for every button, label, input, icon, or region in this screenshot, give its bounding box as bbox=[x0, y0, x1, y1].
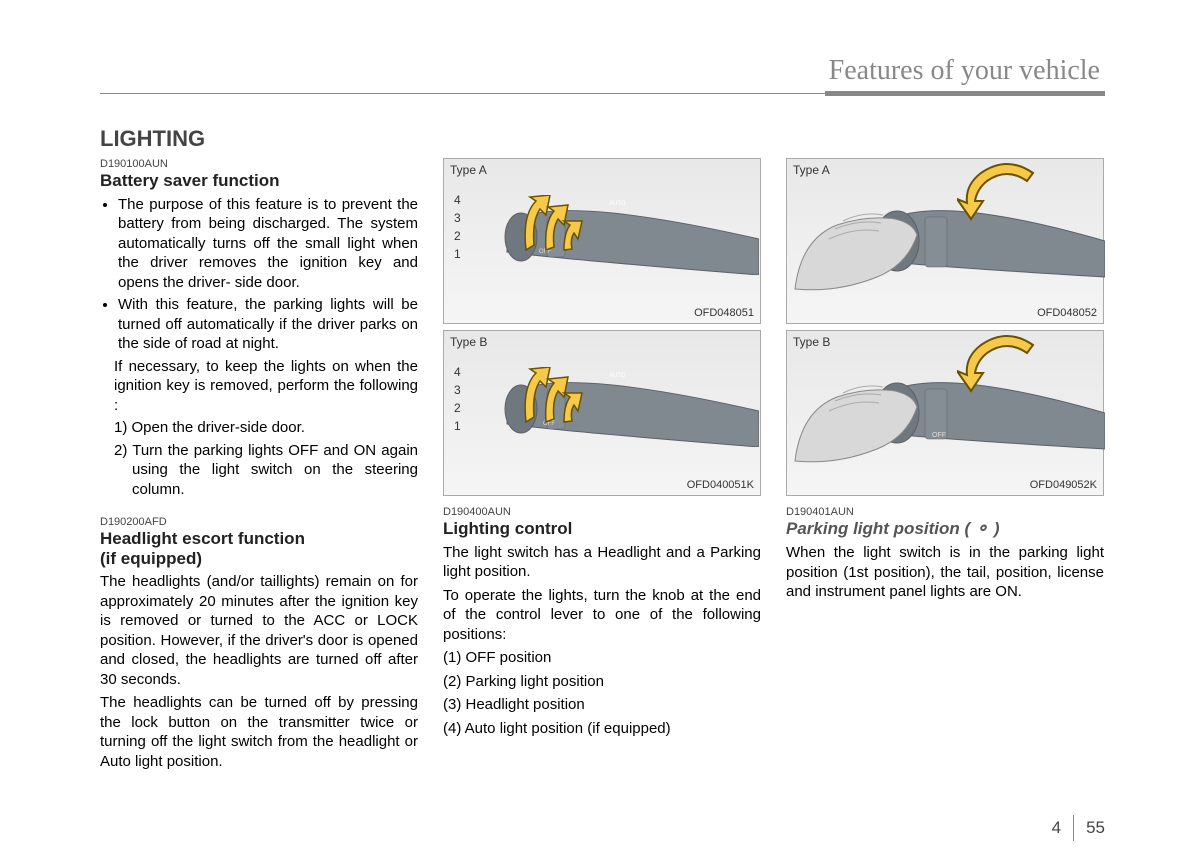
figure-code: OFD048051 bbox=[694, 307, 754, 319]
ref-code: D190400AUN bbox=[443, 506, 761, 518]
footer-divider bbox=[1073, 815, 1074, 841]
figure-label: Type B bbox=[450, 335, 487, 349]
list-item: With this feature, the parking lights wi… bbox=[118, 295, 418, 354]
position-item: (2) Parking light position bbox=[443, 672, 761, 692]
rotate-arrow-icon bbox=[957, 161, 1047, 221]
heading-battery-saver: Battery saver function bbox=[100, 171, 418, 191]
position-item: (4) Auto light position (if equipped) bbox=[443, 719, 761, 739]
heading-parking-light: Parking light position ( ⚬ ) bbox=[786, 519, 1104, 539]
paragraph: The headlights (and/or taillights) remai… bbox=[100, 572, 418, 689]
paragraph: The light switch has a Headlight and a P… bbox=[443, 543, 761, 582]
ref-code: D190200AFD bbox=[100, 516, 418, 528]
position-numbers: 4 3 2 1 bbox=[454, 191, 461, 263]
col-1: D190100AUN Battery saver function The pu… bbox=[100, 158, 418, 775]
step-item: 1) Open the driver-side door. bbox=[100, 418, 418, 438]
col-2: Type A OFD048051 4 3 2 1 AUTO OFF bbox=[443, 158, 761, 775]
arrow-icon bbox=[516, 367, 586, 427]
col-3: Type A OFD048052 bbox=[786, 158, 1104, 775]
paragraph: When the light switch is in the parking … bbox=[786, 543, 1104, 602]
svg-text:OFF: OFF bbox=[932, 432, 946, 439]
paragraph: If necessary, to keep the lights on when… bbox=[100, 357, 418, 416]
ref-code: D190401AUN bbox=[786, 506, 1104, 518]
heading-text: Parking light position ( ⚬ ) bbox=[786, 519, 1000, 538]
header-title: Features of your vehicle bbox=[100, 55, 1105, 87]
hand-stalk-illustration: OFF bbox=[787, 341, 1105, 491]
rotate-arrow-icon bbox=[957, 333, 1047, 393]
page: Features of your vehicle LIGHTING D19010… bbox=[0, 0, 1200, 861]
paragraph: To operate the lights, turn the knob at … bbox=[443, 586, 761, 645]
position-numbers: 4 3 2 1 bbox=[454, 363, 461, 435]
heading-text: (if equipped) bbox=[100, 549, 202, 568]
svg-text:AUTO: AUTO bbox=[609, 201, 626, 207]
figure-hand-type-a: Type A OFD048052 bbox=[786, 158, 1104, 324]
position-item: (1) OFF position bbox=[443, 648, 761, 668]
paragraph: The headlights can be turned off by pres… bbox=[100, 693, 418, 771]
columns: D190100AUN Battery saver function The pu… bbox=[100, 158, 1105, 775]
figure-stalk-type-b: Type B OFD040051K 4 3 2 1 AUTO OFF bbox=[443, 330, 761, 496]
position-item: (3) Headlight position bbox=[443, 695, 761, 715]
heading-text: Headlight escort function bbox=[100, 529, 305, 548]
header-rule bbox=[100, 90, 1105, 96]
ref-code: D190100AUN bbox=[100, 158, 418, 170]
figure-label: Type A bbox=[450, 163, 487, 177]
arrow-icon bbox=[516, 195, 586, 255]
heading-headlight-escort: Headlight escort function (if equipped) bbox=[100, 529, 418, 568]
step-item: 2) Turn the parking lights OFF and ON ag… bbox=[100, 441, 418, 500]
figure-stalk-type-a: Type A OFD048051 4 3 2 1 AUTO OFF bbox=[443, 158, 761, 324]
bullet-list: The purpose of this feature is to preven… bbox=[100, 195, 418, 354]
figure-hand-type-b: Type B OFD049052K OFF bbox=[786, 330, 1104, 496]
svg-text:AUTO: AUTO bbox=[609, 373, 626, 379]
page-footer: 4 55 bbox=[1052, 815, 1105, 841]
chapter-number: 4 bbox=[1052, 818, 1061, 838]
heading-lighting-control: Lighting control bbox=[443, 519, 761, 539]
hand-stalk-illustration bbox=[787, 169, 1105, 319]
section-title: LIGHTING bbox=[100, 126, 1105, 152]
list-item: The purpose of this feature is to preven… bbox=[118, 195, 418, 293]
figure-code: OFD040051K bbox=[687, 479, 754, 491]
page-number: 55 bbox=[1086, 818, 1105, 838]
